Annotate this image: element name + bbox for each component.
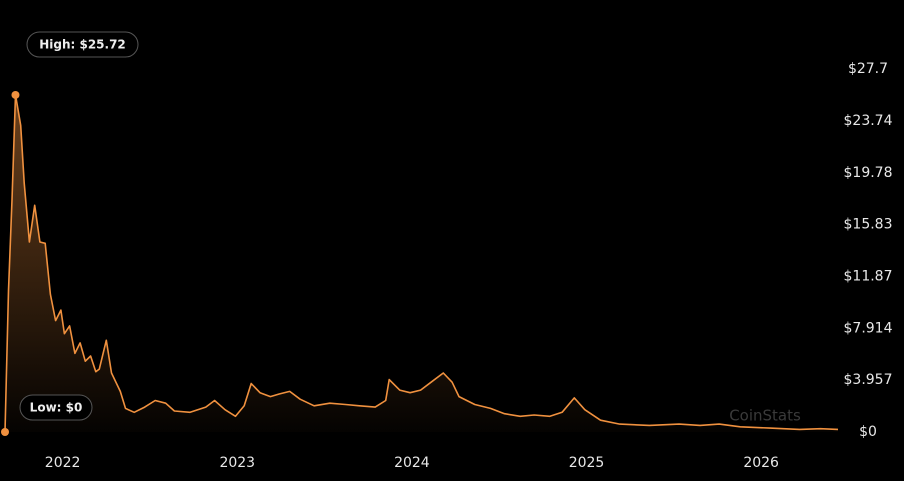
high-marker xyxy=(11,90,20,99)
y-tick-label: $3.957 xyxy=(844,372,893,388)
x-tick-label: 2023 xyxy=(219,455,255,471)
x-tick-label: 2022 xyxy=(45,455,81,471)
price-line xyxy=(4,94,839,433)
y-tick-label: $11.87 xyxy=(844,268,893,284)
y-tick-label: $0 xyxy=(859,424,877,440)
x-tick-label: 2024 xyxy=(394,455,430,471)
low-pill xyxy=(19,394,93,421)
y-tick-label: $7.914 xyxy=(844,320,893,336)
high-label: High: $25.72 xyxy=(39,38,126,52)
y-tick-label: $19.78 xyxy=(844,165,893,181)
y-tick-label: $27.7 xyxy=(848,61,888,77)
low-label: Low: $0 xyxy=(30,401,83,415)
x-tick-label: 2026 xyxy=(743,455,779,471)
watermark: CoinStats xyxy=(729,407,801,425)
high-pill xyxy=(26,31,139,58)
y-tick-label: $15.83 xyxy=(844,217,893,233)
x-tick-label: 2025 xyxy=(569,455,605,471)
low-marker xyxy=(1,428,9,436)
y-tick-label: $23.74 xyxy=(844,113,893,129)
